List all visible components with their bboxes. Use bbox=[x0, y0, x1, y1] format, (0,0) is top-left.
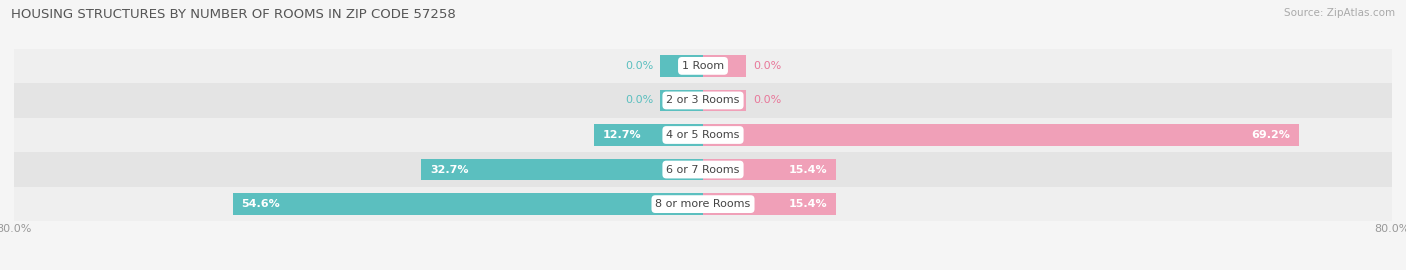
Text: 12.7%: 12.7% bbox=[602, 130, 641, 140]
Bar bbox=[703, 159, 835, 180]
Bar bbox=[422, 159, 703, 180]
Bar bbox=[659, 55, 703, 77]
Bar bbox=[703, 55, 747, 77]
Text: HOUSING STRUCTURES BY NUMBER OF ROOMS IN ZIP CODE 57258: HOUSING STRUCTURES BY NUMBER OF ROOMS IN… bbox=[11, 8, 456, 21]
Text: 0.0%: 0.0% bbox=[754, 95, 782, 106]
Text: 15.4%: 15.4% bbox=[789, 199, 827, 209]
Bar bbox=[14, 187, 1392, 221]
Bar bbox=[593, 124, 703, 146]
Bar bbox=[233, 193, 703, 215]
Text: 54.6%: 54.6% bbox=[242, 199, 280, 209]
Text: 8 or more Rooms: 8 or more Rooms bbox=[655, 199, 751, 209]
Bar bbox=[14, 118, 1392, 152]
Bar bbox=[659, 90, 703, 111]
Text: 1 Room: 1 Room bbox=[682, 61, 724, 71]
Text: 2 or 3 Rooms: 2 or 3 Rooms bbox=[666, 95, 740, 106]
Text: 0.0%: 0.0% bbox=[624, 95, 652, 106]
Bar bbox=[703, 193, 835, 215]
Bar bbox=[14, 49, 1392, 83]
Text: 4 or 5 Rooms: 4 or 5 Rooms bbox=[666, 130, 740, 140]
Text: 6 or 7 Rooms: 6 or 7 Rooms bbox=[666, 164, 740, 175]
Bar bbox=[703, 124, 1299, 146]
Bar bbox=[703, 90, 747, 111]
Text: 32.7%: 32.7% bbox=[430, 164, 468, 175]
Text: 0.0%: 0.0% bbox=[754, 61, 782, 71]
Bar bbox=[14, 83, 1392, 118]
Text: Source: ZipAtlas.com: Source: ZipAtlas.com bbox=[1284, 8, 1395, 18]
Text: 69.2%: 69.2% bbox=[1251, 130, 1291, 140]
Bar bbox=[14, 152, 1392, 187]
Text: 0.0%: 0.0% bbox=[624, 61, 652, 71]
Text: 15.4%: 15.4% bbox=[789, 164, 827, 175]
